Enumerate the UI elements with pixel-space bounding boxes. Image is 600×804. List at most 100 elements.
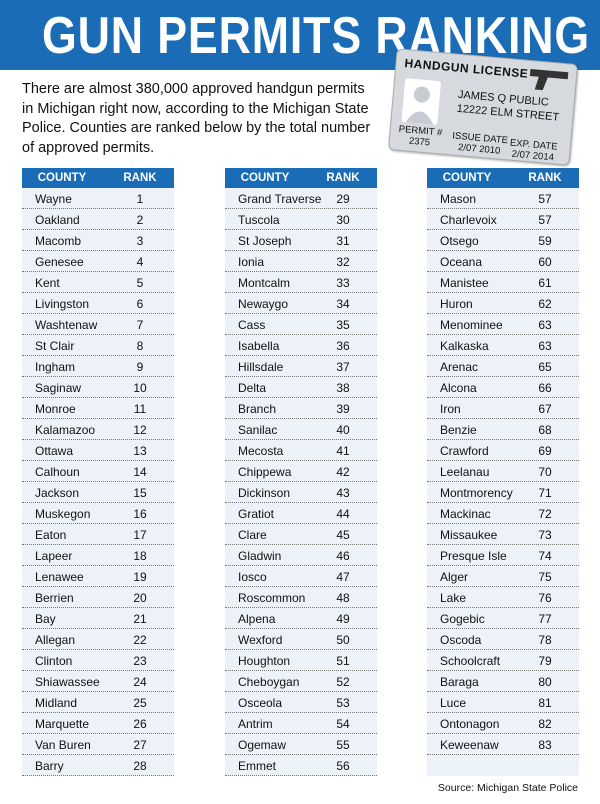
county-cell: Montmorency [440, 486, 513, 500]
county-cell: Ogemaw [238, 738, 287, 752]
county-cell: Sanilac [238, 423, 278, 437]
rank-cell: 50 [336, 633, 350, 647]
county-cell: Ionia [238, 255, 265, 269]
table-row: Benzie 68 [427, 419, 579, 440]
county-cell: St Clair [35, 339, 75, 353]
county-cell: Ingham [35, 360, 76, 374]
table-row: Isabella 36 [225, 335, 377, 356]
rank-cell: 63 [538, 318, 552, 332]
county-cell: Gladwin [238, 549, 282, 563]
county-cell: Oceana [440, 255, 483, 269]
table-row: Alcona 66 [427, 377, 579, 398]
table-header: COUNTY RANK [427, 168, 579, 188]
county-cell: St Joseph [238, 234, 292, 248]
table-row: Iosco 47 [225, 566, 377, 587]
intro-line: There are almost 380,000 approved handgu… [22, 81, 365, 97]
rank-cell: 10 [133, 381, 147, 395]
table-row: Charlevoix 57 [427, 209, 579, 230]
rank-cell: 55 [336, 738, 350, 752]
county-cell: Oscoda [440, 633, 482, 647]
table-row: Ingham 9 [22, 356, 174, 377]
rank-cell: 49 [336, 612, 350, 626]
table-row: Clare 45 [225, 524, 377, 545]
county-cell: Jackson [35, 486, 80, 500]
table-row: Jackson 15 [22, 482, 174, 503]
rank-cell: 37 [336, 360, 350, 374]
county-cell: Alpena [238, 612, 276, 626]
county-cell: Mecosta [238, 444, 284, 458]
rank-cell: 82 [538, 717, 552, 731]
table-row: Montcalm 33 [225, 272, 377, 293]
table-row: Grand Traverse 29 [225, 188, 377, 209]
table-row: Hillsdale 37 [225, 356, 377, 377]
rank-cell: 4 [136, 255, 144, 269]
table-row: Barry 28 [22, 755, 174, 776]
rank-cell: 41 [336, 444, 350, 458]
table-row: Muskegon 16 [22, 503, 174, 524]
table-row: Oscoda 78 [427, 629, 579, 650]
county-cell: Schoolcraft [440, 654, 501, 668]
county-cell: Washtenaw [35, 318, 98, 332]
rank-cell: 26 [133, 717, 147, 731]
intro-line: in Michigan right now, according to the … [22, 100, 369, 117]
table-row: Otsego 59 [427, 230, 579, 251]
county-cell: Kent [35, 276, 60, 290]
county-cell: Wexford [238, 633, 283, 647]
table-row: Mecosta 41 [225, 440, 377, 461]
rank-cell: 32 [336, 255, 350, 269]
table-row: Osceola 53 [225, 692, 377, 713]
county-cell: Presque Isle [440, 549, 507, 563]
county-cell: Dickinson [238, 486, 291, 500]
table-row: Calhoun 14 [22, 461, 174, 482]
county-cell: Barry [35, 759, 64, 773]
rank-cell: 12 [133, 423, 147, 437]
header-cell: RANK [326, 172, 360, 184]
county-cell: Menominee [440, 318, 503, 332]
table-row: Antrim 54 [225, 713, 377, 734]
rank-cell: 63 [538, 339, 552, 353]
table-row: Washtenaw 7 [22, 314, 174, 335]
table-row: Alger 75 [427, 566, 579, 587]
rank-cell: 62 [538, 297, 552, 311]
county-cell: Osceola [238, 696, 283, 710]
gun-icon [529, 68, 569, 91]
rank-cell: 80 [538, 675, 552, 689]
rank-cell: 43 [336, 486, 350, 500]
rank-cell: 77 [538, 612, 552, 626]
table-row: Huron 62 [427, 293, 579, 314]
table-row: Alpena 49 [225, 608, 377, 629]
county-cell: Van Buren [35, 738, 91, 752]
table: COUNTY RANK Grand Traverse 29 Tuscola 30 St Jo… [225, 168, 377, 776]
county-cell: Hillsdale [238, 360, 284, 374]
rank-cell: 22 [133, 633, 147, 647]
rank-cell: 2 [136, 213, 144, 227]
table-row: Monroe 11 [22, 398, 174, 419]
table-row: Oceana 60 [427, 251, 579, 272]
rank-cell: 11 [133, 402, 147, 416]
issue: ISSUE DATE 2/07 2010 [451, 130, 509, 157]
rank-cell: 17 [133, 528, 147, 542]
table-row: Macomb 3 [22, 230, 174, 251]
rank-cell: 25 [133, 696, 147, 710]
table-row: Ogemaw 55 [225, 734, 377, 755]
county-cell: Baraga [440, 675, 479, 689]
rank-cell: 75 [538, 570, 552, 584]
rank-cell: 67 [538, 402, 552, 416]
rank-cell: 8 [136, 339, 144, 353]
intro: There are almost 380,000 approved handgu… [22, 80, 370, 158]
rank-cell: 79 [538, 654, 552, 668]
county-cell: Bay [35, 612, 56, 626]
county-cell: Leelanau [440, 465, 490, 479]
table-row: Berrien 20 [22, 587, 174, 608]
county-cell: Ontonagon [440, 717, 500, 731]
county-cell: Alger [440, 570, 469, 584]
rank-cell: 44 [336, 507, 350, 521]
table-header: COUNTY RANK [22, 168, 174, 188]
county-cell: Roscommon [238, 591, 306, 605]
rank-cell: 36 [336, 339, 350, 353]
county-cell: Macomb [35, 234, 82, 248]
rank-cell: 21 [133, 612, 147, 626]
rank-cell: 31 [336, 234, 350, 248]
rank-cell: 18 [133, 549, 147, 563]
